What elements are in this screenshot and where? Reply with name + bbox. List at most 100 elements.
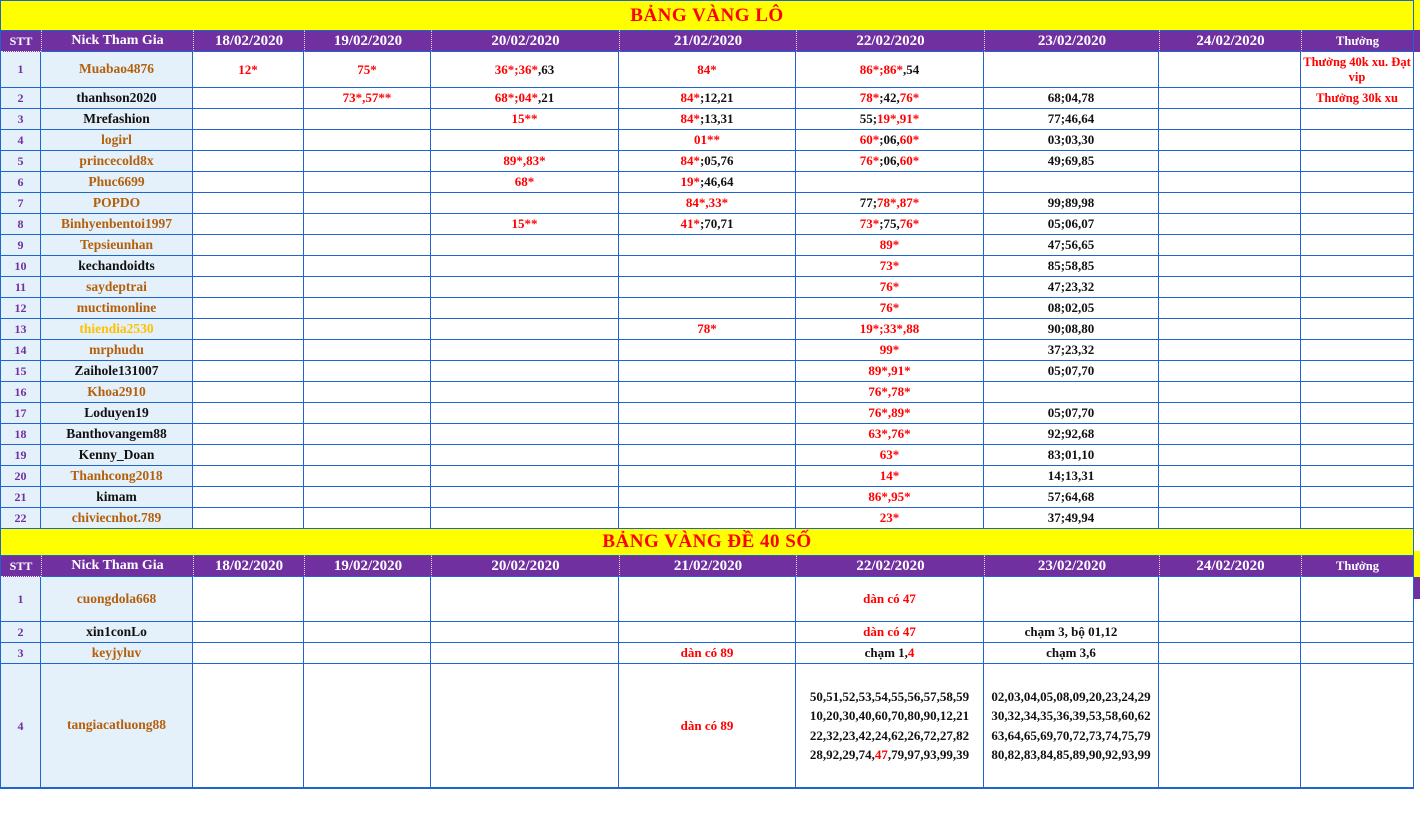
cell-d23[interactable] bbox=[984, 382, 1159, 403]
cell-d23[interactable]: 37;23,32 bbox=[984, 340, 1159, 361]
cell-d19[interactable] bbox=[304, 382, 431, 403]
cell-d19[interactable] bbox=[304, 172, 431, 193]
cell-d19[interactable] bbox=[304, 298, 431, 319]
cell-d20[interactable] bbox=[431, 277, 619, 298]
cell-d23[interactable]: 08;02,05 bbox=[984, 298, 1159, 319]
cell-d23[interactable]: 90;08,80 bbox=[984, 319, 1159, 340]
cell-nick[interactable]: Zaihole131007 bbox=[41, 361, 193, 382]
cell-reward[interactable] bbox=[1301, 319, 1413, 340]
cell-d20[interactable]: 15** bbox=[431, 214, 619, 235]
cell-reward[interactable]: Thưởng 40k xu. Đạt vip bbox=[1301, 52, 1413, 88]
cell-d18[interactable] bbox=[193, 109, 304, 130]
cell-stt[interactable]: 22 bbox=[1, 508, 41, 529]
cell-d24[interactable] bbox=[1159, 487, 1301, 508]
cell-d23[interactable]: 14;13,31 bbox=[984, 466, 1159, 487]
cell-stt[interactable]: 14 bbox=[1, 340, 41, 361]
cell-d24[interactable] bbox=[1159, 298, 1301, 319]
cell-d19[interactable] bbox=[304, 193, 431, 214]
cell-d22[interactable]: 86*;86*,54 bbox=[796, 52, 984, 88]
cell-d21[interactable]: 19*;46,64 bbox=[619, 172, 796, 193]
cell-d18[interactable] bbox=[193, 130, 304, 151]
cell-d22[interactable]: 86*,95* bbox=[796, 487, 984, 508]
cell-nick[interactable]: xin1conLo bbox=[41, 622, 193, 643]
cell-reward[interactable] bbox=[1301, 298, 1413, 319]
cell-d19[interactable] bbox=[304, 466, 431, 487]
cell-d22[interactable]: 76*,78* bbox=[796, 382, 984, 403]
cell-d24[interactable] bbox=[1159, 214, 1301, 235]
cell-d21[interactable] bbox=[619, 298, 796, 319]
cell-d24[interactable] bbox=[1159, 466, 1301, 487]
cell-reward[interactable] bbox=[1301, 487, 1413, 508]
cell-d19[interactable] bbox=[304, 622, 431, 643]
cell-nick[interactable]: tangiacatluong88 bbox=[41, 664, 193, 788]
cell-d24[interactable] bbox=[1159, 382, 1301, 403]
cell-d23[interactable]: 37;49,94 bbox=[984, 508, 1159, 529]
cell-stt[interactable]: 19 bbox=[1, 445, 41, 466]
cell-d20[interactable]: 68* bbox=[431, 172, 619, 193]
cell-reward[interactable] bbox=[1301, 577, 1413, 622]
cell-d22[interactable]: 63*,76* bbox=[796, 424, 984, 445]
cell-d22[interactable]: 89*,91* bbox=[796, 361, 984, 382]
cell-nick[interactable]: Thanhcong2018 bbox=[41, 466, 193, 487]
cell-d20[interactable] bbox=[431, 361, 619, 382]
cell-reward[interactable] bbox=[1301, 256, 1413, 277]
cell-d18[interactable] bbox=[193, 466, 304, 487]
cell-d24[interactable] bbox=[1159, 508, 1301, 529]
cell-d20[interactable] bbox=[431, 256, 619, 277]
cell-d22[interactable]: 89* bbox=[796, 235, 984, 256]
cell-d24[interactable] bbox=[1159, 403, 1301, 424]
cell-reward[interactable] bbox=[1301, 466, 1413, 487]
cell-d19[interactable] bbox=[304, 643, 431, 664]
cell-d18[interactable] bbox=[193, 445, 304, 466]
cell-d21[interactable] bbox=[619, 256, 796, 277]
cell-d18[interactable] bbox=[193, 577, 304, 622]
cell-nick[interactable]: princecold8x bbox=[41, 151, 193, 172]
cell-d23[interactable]: 47;23,32 bbox=[984, 277, 1159, 298]
cell-d18[interactable] bbox=[193, 298, 304, 319]
cell-stt[interactable]: 4 bbox=[1, 664, 41, 788]
cell-reward[interactable] bbox=[1301, 622, 1413, 643]
cell-reward[interactable] bbox=[1301, 340, 1413, 361]
cell-d19[interactable] bbox=[304, 214, 431, 235]
cell-d22[interactable]: 76*;06,60* bbox=[796, 151, 984, 172]
cell-d24[interactable] bbox=[1159, 151, 1301, 172]
cell-d23[interactable]: 85;58,85 bbox=[984, 256, 1159, 277]
cell-d20[interactable] bbox=[431, 577, 619, 622]
cell-d20[interactable]: 89*,83* bbox=[431, 151, 619, 172]
cell-d20[interactable] bbox=[431, 403, 619, 424]
cell-d21[interactable]: 84*;12,21 bbox=[619, 88, 796, 109]
cell-d24[interactable] bbox=[1159, 52, 1301, 88]
cell-d23[interactable]: 83;01,10 bbox=[984, 445, 1159, 466]
cell-d19[interactable]: 75* bbox=[304, 52, 431, 88]
cell-d24[interactable] bbox=[1159, 235, 1301, 256]
cell-d18[interactable] bbox=[193, 664, 304, 788]
cell-d19[interactable] bbox=[304, 256, 431, 277]
cell-nick[interactable]: chiviecnhot.789 bbox=[41, 508, 193, 529]
cell-nick[interactable]: logirl bbox=[41, 130, 193, 151]
cell-stt[interactable]: 16 bbox=[1, 382, 41, 403]
cell-d20[interactable] bbox=[431, 235, 619, 256]
cell-nick[interactable]: Kenny_Doan bbox=[41, 445, 193, 466]
cell-stt[interactable]: 6 bbox=[1, 172, 41, 193]
cell-d23[interactable]: 02,03,04,05,08,09,20,23,24,29 30,32,34,3… bbox=[984, 664, 1159, 788]
cell-d24[interactable] bbox=[1159, 643, 1301, 664]
cell-d23[interactable]: 49;69,85 bbox=[984, 151, 1159, 172]
cell-stt[interactable]: 3 bbox=[1, 643, 41, 664]
cell-d19[interactable] bbox=[304, 109, 431, 130]
cell-d21[interactable]: 84* bbox=[619, 52, 796, 88]
cell-reward[interactable] bbox=[1301, 361, 1413, 382]
cell-nick[interactable]: Khoa2910 bbox=[41, 382, 193, 403]
cell-d19[interactable] bbox=[304, 664, 431, 788]
cell-nick[interactable]: mrphudu bbox=[41, 340, 193, 361]
cell-d20[interactable] bbox=[431, 487, 619, 508]
cell-nick[interactable]: keyjyluv bbox=[41, 643, 193, 664]
cell-d18[interactable] bbox=[193, 643, 304, 664]
cell-d22[interactable] bbox=[796, 172, 984, 193]
cell-d20[interactable] bbox=[431, 445, 619, 466]
cell-d21[interactable] bbox=[619, 235, 796, 256]
cell-reward[interactable] bbox=[1301, 130, 1413, 151]
cell-d18[interactable] bbox=[193, 487, 304, 508]
cell-nick[interactable]: kechandoidts bbox=[41, 256, 193, 277]
cell-d19[interactable] bbox=[304, 403, 431, 424]
cell-stt[interactable]: 2 bbox=[1, 622, 41, 643]
